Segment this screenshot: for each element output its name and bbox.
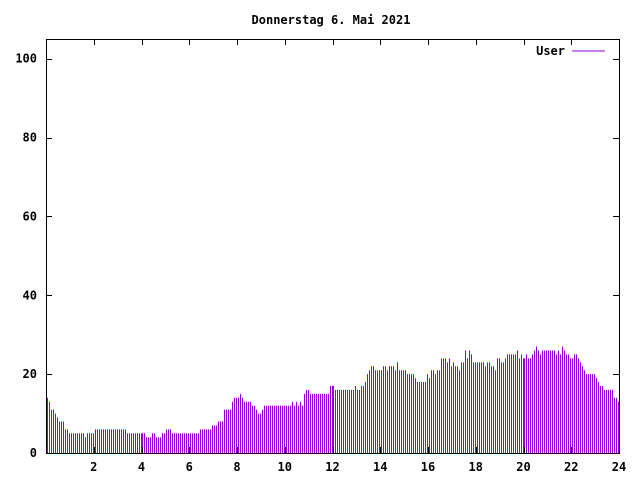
y-tick-label: 80 [23,131,37,145]
legend-label-user: User [536,44,565,58]
bars-group [47,346,619,453]
x-tick-label: 10 [278,460,292,474]
legend: User [536,44,605,58]
chart-title: Donnerstag 6. Mai 2021 [252,13,411,27]
x-tick-label: 12 [325,460,339,474]
x-tick-label: 6 [186,460,193,474]
x-tick-label: 18 [469,460,483,474]
x-tick-label: 4 [138,460,145,474]
x-tick-label: 22 [564,460,578,474]
x-tick-label: 20 [516,460,530,474]
x-tick-label: 8 [233,460,240,474]
x-tick-label: 14 [373,460,387,474]
x-tick-label: 24 [612,460,626,474]
y-tick-label: 40 [23,288,37,302]
y-tick-label: 100 [15,52,37,66]
x-tick-label: 16 [421,460,435,474]
y-tick-label: 20 [23,367,37,381]
x-tick-label: 2 [90,460,97,474]
y-tick-label: 60 [23,209,37,223]
y-tick-label: 0 [30,446,37,460]
